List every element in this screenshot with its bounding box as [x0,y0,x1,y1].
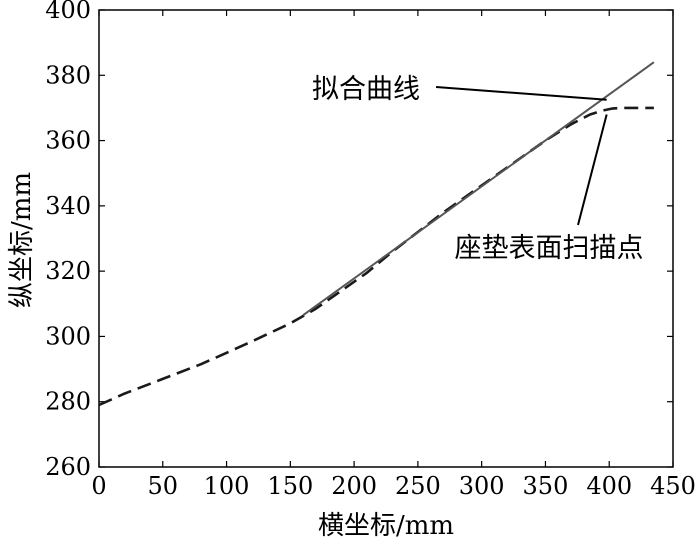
y-tick-label: 400 [45,0,91,24]
x-tick-label: 450 [650,472,696,500]
annotation-leader-fit [435,86,607,101]
plot-frame [98,9,674,468]
x-axis-title: 横坐标/mm [318,511,454,541]
y-tick-label: 300 [45,322,91,350]
annotation-leader-scan [577,114,608,226]
y-tick-label: 360 [45,127,91,155]
x-tick-label: 350 [523,472,569,500]
x-tick-label: 150 [267,472,313,500]
y-tick-label: 340 [45,192,91,220]
y-tick-label: 260 [45,453,91,481]
y-tick-label: 320 [45,257,91,285]
y-tick-label: 380 [45,61,91,89]
x-tick-label: 400 [586,472,632,500]
x-tick-label: 100 [204,472,250,500]
x-tick-label: 200 [331,472,377,500]
x-tick-label: 50 [148,472,179,500]
series-line-1 [302,61,655,317]
x-tick-label: 300 [459,472,505,500]
y-tick-label: 280 [45,388,91,416]
series-group [98,61,655,407]
x-tick-label: 250 [395,472,441,500]
y-axis-title: 纵坐标/mm [7,172,37,308]
annotation-label-fit: 拟合曲线 [312,74,420,105]
axes: 0 50 100 150 200 250 300 350 400 450 260 280 300 320 3… [45,0,696,500]
x-tick-label: 0 [91,472,106,500]
annotation-label-scan: 座垫表面扫描点 [455,233,644,264]
